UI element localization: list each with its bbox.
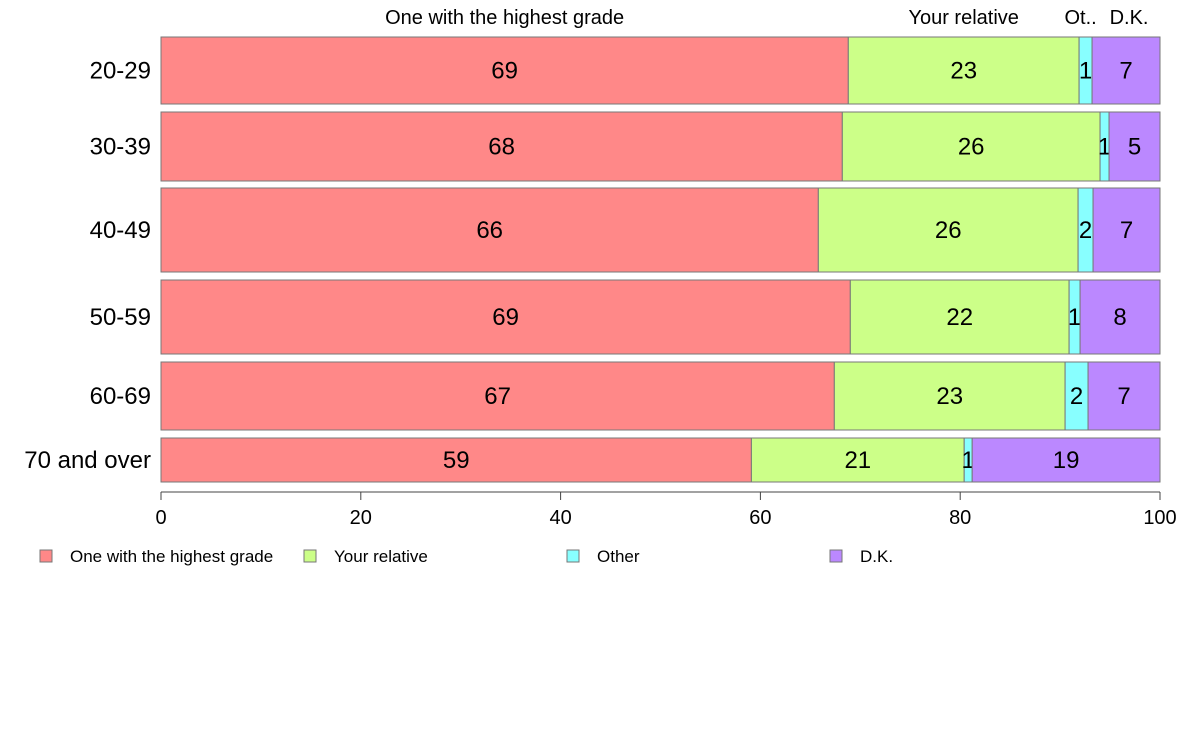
data-label: 67 <box>484 383 511 410</box>
legend-swatch <box>566 549 580 563</box>
data-label: 69 <box>492 304 519 331</box>
bar-rows: 20-29 69 23 1 730-39 68 26 1 540-49 66 26 2 750-59 69… <box>24 36 1161 483</box>
bar-segment <box>841 111 1101 182</box>
bar-segment <box>833 361 1066 431</box>
data-label: 2 <box>1079 217 1092 244</box>
data-label: 23 <box>936 383 963 410</box>
data-label: 8 <box>1113 304 1126 331</box>
data-label: 7 <box>1119 58 1132 85</box>
bar-segment <box>1108 111 1161 182</box>
top-category-labels: One with the highest grade Your relative O… <box>385 7 1148 29</box>
top-label: One with the highest grade <box>385 7 624 29</box>
top-label: Your relative <box>908 7 1018 29</box>
bar-segment <box>160 437 752 483</box>
bar-segment <box>971 437 1161 483</box>
bar-row: 20-29 69 23 1 7 <box>90 36 1161 105</box>
bar-segment <box>160 187 819 273</box>
data-label: 26 <box>935 217 962 244</box>
data-label: 66 <box>476 217 503 244</box>
category-label: 60-69 <box>90 383 151 410</box>
data-label: 2 <box>1070 383 1083 410</box>
category-label: 50-59 <box>90 304 151 331</box>
bar-row: 40-49 66 26 2 7 <box>90 187 1161 273</box>
category-label: 40-49 <box>90 217 151 244</box>
bar-row: 60-69 67 23 2 7 <box>90 361 1161 431</box>
data-label: 19 <box>1053 447 1080 474</box>
data-label: 1 <box>962 447 975 474</box>
category-label: 20-29 <box>90 58 151 85</box>
x-tick-label: 40 <box>549 507 571 529</box>
data-label: 1 <box>1098 134 1111 161</box>
legend-label: D.K. <box>860 547 893 566</box>
data-label: 59 <box>443 447 470 474</box>
legend-item: D.K. <box>829 547 893 566</box>
category-label: 70 and over <box>24 447 151 474</box>
data-label: 23 <box>950 58 977 85</box>
data-label: 26 <box>958 134 985 161</box>
x-tick-label: 60 <box>749 507 771 529</box>
data-label: 1 <box>1079 58 1092 85</box>
legend: One with the highest grade Your relative O… <box>39 547 893 566</box>
bar-segment <box>160 36 849 105</box>
top-label: Ot.. <box>1064 7 1096 29</box>
legend-label: One with the highest grade <box>70 547 273 566</box>
bar-segment <box>817 187 1079 273</box>
bar-segment <box>1079 279 1161 355</box>
bar-row: 50-59 69 22 1 8 <box>90 279 1161 355</box>
x-tick-label: 20 <box>350 507 372 529</box>
data-label: 7 <box>1120 217 1133 244</box>
bar-row: 70 and over 59 21 1 19 <box>24 437 1161 483</box>
bar-segment <box>1092 187 1161 273</box>
x-tick-label: 100 <box>1143 507 1176 529</box>
legend-item: One with the highest grade <box>39 547 273 566</box>
x-tick-label: 0 <box>155 507 166 529</box>
bar-row: 30-39 68 26 1 5 <box>90 111 1161 182</box>
data-label: 21 <box>844 447 871 474</box>
bar-segment <box>160 111 843 182</box>
data-label: 1 <box>1068 304 1081 331</box>
top-label: D.K. <box>1110 7 1149 29</box>
legend-swatch <box>303 549 317 563</box>
bar-segment <box>750 437 965 483</box>
bar-segment <box>1091 36 1161 105</box>
legend-swatch <box>829 549 843 563</box>
legend-item: Other <box>566 547 640 566</box>
legend-label: Other <box>597 547 640 566</box>
bar-segment <box>847 36 1080 105</box>
legend-label: Your relative <box>334 547 428 566</box>
legend-swatch <box>39 549 53 563</box>
bar-segment <box>1087 361 1161 431</box>
category-label: 30-39 <box>90 134 151 161</box>
x-tick-label: 80 <box>949 507 971 529</box>
legend-item: Your relative <box>303 547 428 566</box>
data-label: 22 <box>946 304 973 331</box>
data-label: 5 <box>1128 134 1141 161</box>
data-label: 68 <box>488 134 515 161</box>
bar-segment <box>160 279 851 355</box>
data-label: 7 <box>1117 383 1130 410</box>
data-label: 69 <box>491 58 518 85</box>
bar-segment <box>160 361 835 431</box>
x-axis: 0 20 40 60 80 100 <box>155 491 1177 529</box>
